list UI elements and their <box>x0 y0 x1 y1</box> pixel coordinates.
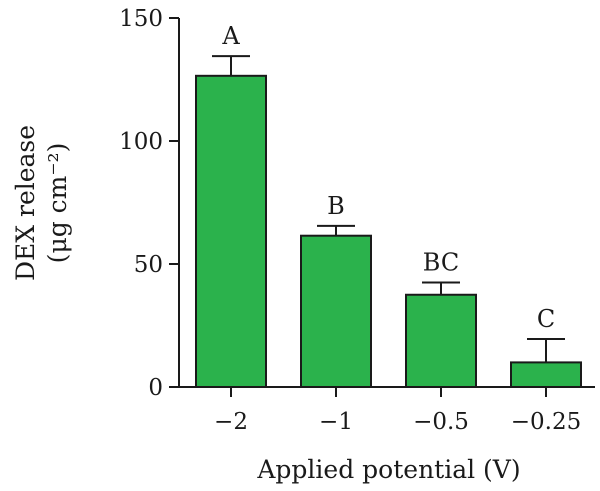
significance-label: C <box>537 305 555 333</box>
x-axis-title: Applied potential (V) <box>256 455 520 484</box>
y-axis-title-line2: (μg cm⁻²) <box>43 143 72 264</box>
bar <box>405 293 477 388</box>
y-tick-label: 150 <box>119 6 163 32</box>
x-tick-label: −1 <box>319 409 353 435</box>
bar <box>195 74 267 388</box>
y-tick-label: 50 <box>134 252 163 278</box>
x-tick-label: −0.5 <box>413 409 469 435</box>
bar <box>300 234 372 388</box>
y-tick-label: 100 <box>119 129 163 155</box>
significance-label: BC <box>423 248 459 276</box>
plot-area: 0 50 100 150 −2 A −1 B −0.5 BC −0.25 C <box>119 6 595 435</box>
bar <box>510 361 582 388</box>
x-tick-label: −2 <box>214 409 248 435</box>
x-tick-label: −0.25 <box>511 409 581 435</box>
y-tick-label: 0 <box>148 375 163 401</box>
significance-label: B <box>327 192 345 220</box>
significance-label: A <box>221 22 240 50</box>
y-axis-title: DEX release (μg cm⁻²) <box>11 125 72 281</box>
y-axis-title-line1: DEX release <box>11 125 40 281</box>
